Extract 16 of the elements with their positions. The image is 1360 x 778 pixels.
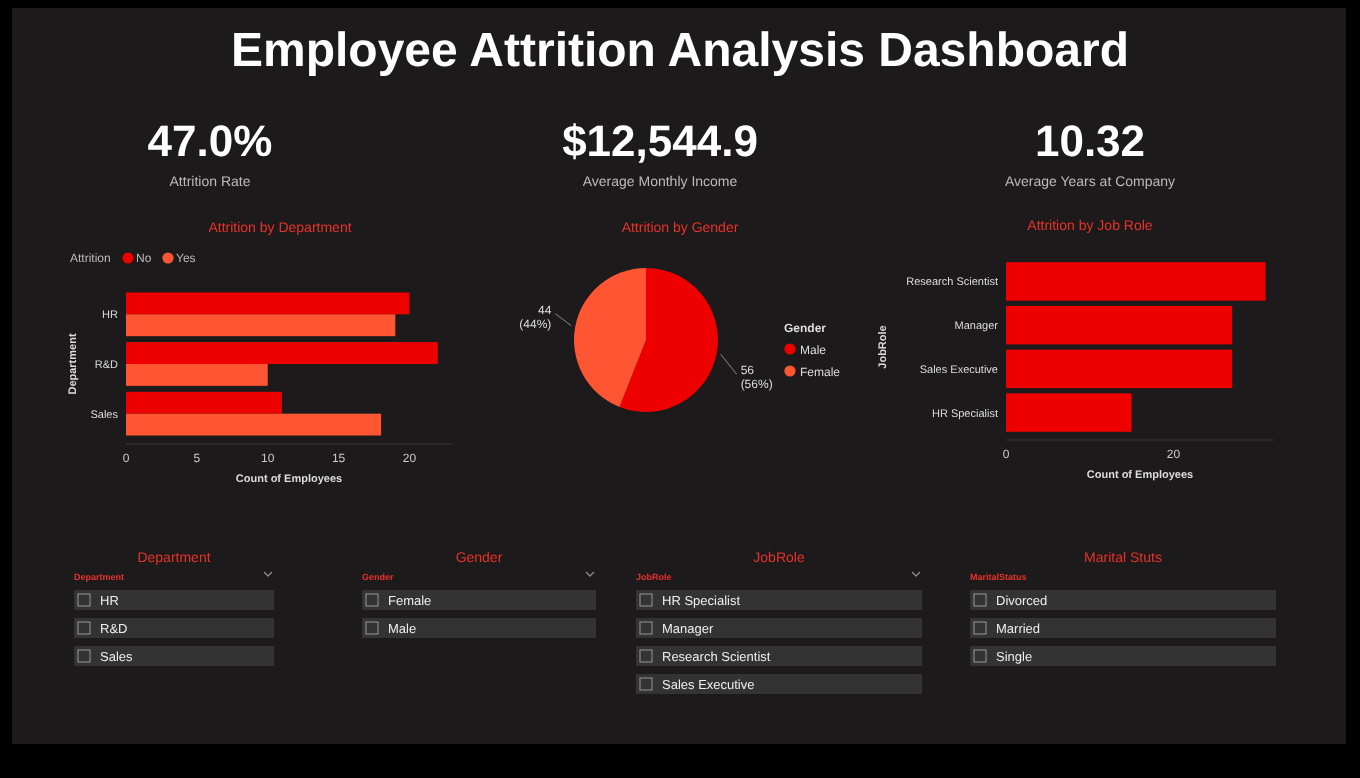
pie-slice (619, 268, 718, 412)
bar (126, 364, 268, 386)
bar (1006, 393, 1132, 432)
bar (1006, 349, 1233, 389)
bar (126, 391, 282, 414)
pie-slice (574, 268, 646, 407)
text: $12,544.9 (562, 116, 758, 166)
bar (1006, 305, 1233, 345)
text: Employee Attrition Analysis Dashboard (231, 24, 1129, 78)
bar (126, 292, 410, 315)
bar (126, 314, 396, 337)
bar (1006, 262, 1266, 301)
bar (126, 342, 438, 364)
text: 47.0% (147, 116, 273, 166)
text: 10.32 (1034, 116, 1146, 166)
bar (126, 413, 382, 436)
